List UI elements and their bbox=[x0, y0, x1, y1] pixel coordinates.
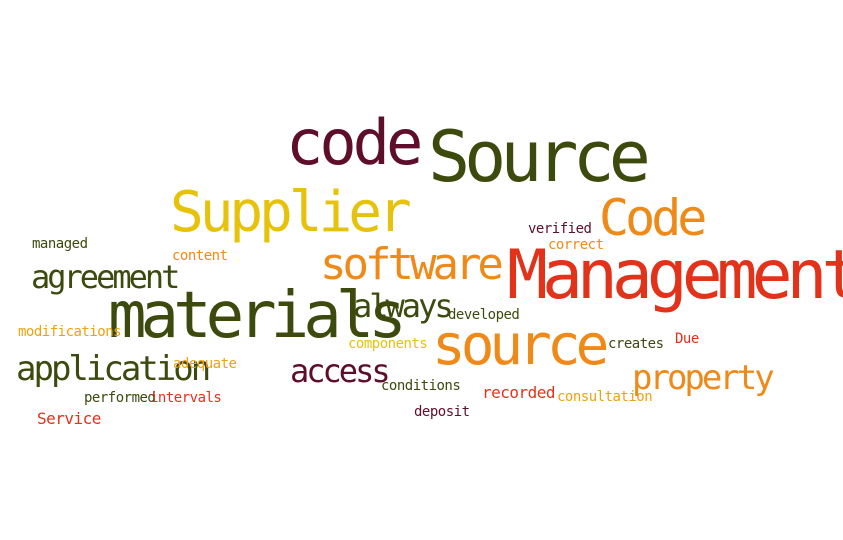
word-deposit: deposit bbox=[414, 404, 470, 420]
word-managed: managed bbox=[32, 236, 88, 252]
word-source-top: Source bbox=[428, 116, 651, 198]
word-developed: developed bbox=[448, 307, 520, 323]
word-code-right: Code bbox=[599, 189, 707, 247]
word-consultation: consultation bbox=[557, 389, 653, 405]
word-creates: creates bbox=[608, 336, 664, 352]
word-source-mid: source bbox=[432, 313, 609, 378]
word-performed: performed bbox=[84, 390, 156, 406]
word-components: components bbox=[348, 336, 428, 352]
word-modifications: modifications bbox=[18, 324, 122, 340]
word-materials: materials bbox=[108, 279, 407, 353]
word-management: Management bbox=[507, 236, 843, 315]
word-code-top: code bbox=[286, 106, 423, 179]
word-service: Service bbox=[37, 409, 101, 428]
word-software: software bbox=[320, 239, 504, 290]
word-conditions: conditions bbox=[381, 378, 461, 394]
word-property: property bbox=[632, 358, 775, 398]
word-always: always bbox=[353, 287, 454, 325]
word-application: application bbox=[16, 349, 211, 389]
word-adequate: adequate bbox=[173, 356, 237, 372]
word-agreement: agreement bbox=[31, 258, 180, 296]
word-supplier: Supplier bbox=[170, 180, 412, 245]
word-content: content bbox=[172, 248, 228, 264]
word-correct: correct bbox=[548, 237, 604, 253]
word-recorded: recorded bbox=[482, 383, 556, 402]
word-verified: verified bbox=[528, 221, 592, 237]
word-access: access bbox=[290, 352, 391, 390]
word-due: Due bbox=[675, 331, 699, 347]
word-intervals: intervals bbox=[150, 390, 222, 406]
